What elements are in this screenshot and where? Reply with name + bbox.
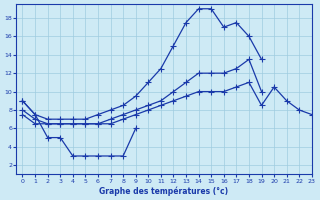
- X-axis label: Graphe des températures (°c): Graphe des températures (°c): [100, 186, 228, 196]
